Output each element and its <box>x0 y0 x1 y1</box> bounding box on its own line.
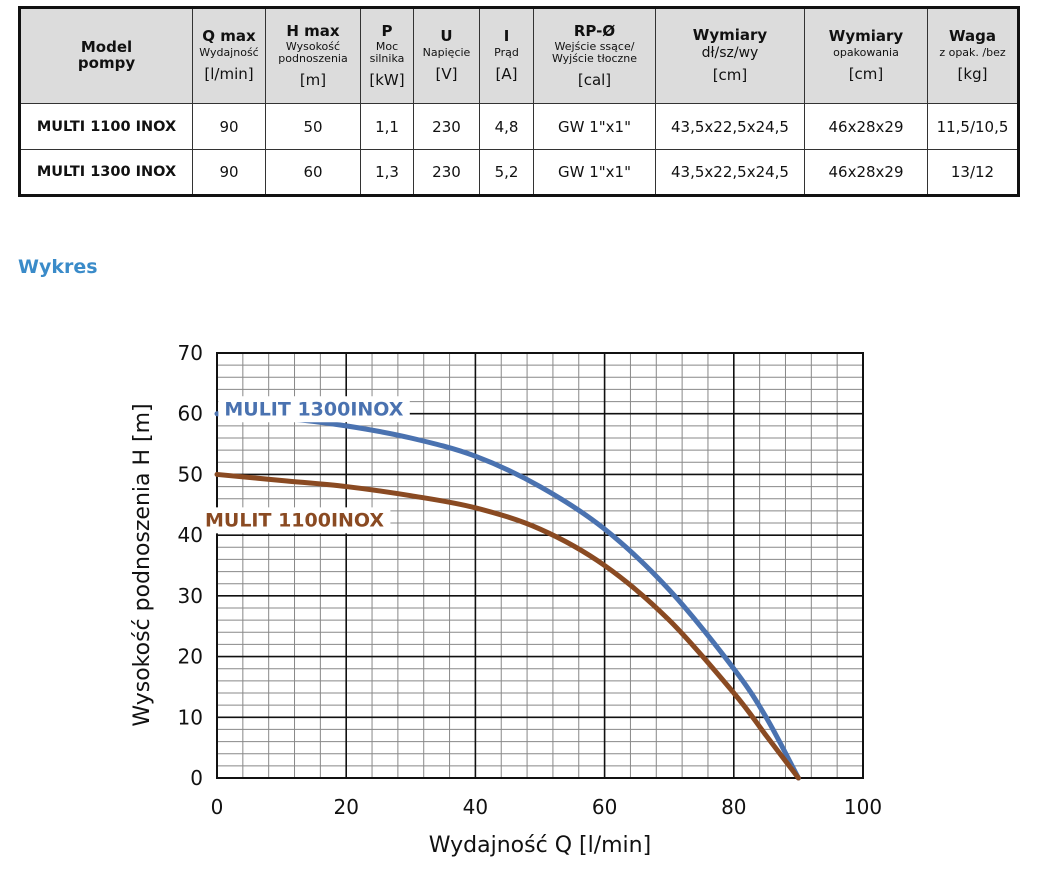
header-main: Q max <box>202 27 256 46</box>
y-tick-label: 0 <box>190 766 203 790</box>
x-tick-label: 20 <box>333 795 358 819</box>
header-qmax: Q max Wydajność [l/min] <box>192 7 266 104</box>
header-main: H max <box>286 21 340 40</box>
header-sub: dł/sz/wy <box>701 44 759 61</box>
series-label-group: MULIT 1100INOX <box>198 507 391 534</box>
minor-grid <box>217 353 863 778</box>
series-line-2 <box>214 471 801 781</box>
header-unit: [l/min] <box>204 64 254 83</box>
x-tick-label: 80 <box>721 795 746 819</box>
header-weight: Waga z opak. /bez [kg] <box>927 7 1019 104</box>
series-label-bg <box>218 396 410 423</box>
series-label: MULIT 1100INOX <box>205 509 384 531</box>
header-dimensions: Wymiary dł/sz/wy [cm] <box>655 7 805 104</box>
voltage-cell: 230 <box>413 149 480 196</box>
header-hmax: H max Wysokość podnoszenia [m] <box>265 7 361 104</box>
weight-cell: 13/12 <box>927 149 1019 196</box>
series-labels: MULIT 1300INOX MULIT 1100INOX <box>198 396 410 534</box>
table-row: MULTI 1100 INOX 90 50 1,1 230 4,8 GW 1"x… <box>19 103 1019 150</box>
series-label: MULIT 1300INOX <box>224 398 403 420</box>
header-main: P <box>381 21 393 40</box>
x-axis-title: Wydajność Q [l/min] <box>429 833 651 858</box>
package-cell: 46x28x29 <box>804 103 928 150</box>
header-sub: Wejście ssące/ Wyjście tłoczne <box>551 40 638 65</box>
header-model-label: Model pompy <box>77 38 136 72</box>
tick-labels: 0 20 40 60 80 100 0 10 20 30 40 50 60 70 <box>178 341 883 819</box>
hmax-cell: 60 <box>265 149 361 196</box>
header-unit: [m] <box>299 70 327 89</box>
header-sub: Prąd <box>494 46 519 60</box>
x-tick-label: 60 <box>592 795 617 819</box>
table-header-row: Model pompy Q max Wydajność [l/min] H max W… <box>19 7 1019 104</box>
series-label-bg <box>198 507 391 534</box>
series-label-group: MULIT 1300INOX <box>218 396 410 423</box>
header-unit: [A] <box>495 64 518 83</box>
header-sub: z opak. /bez <box>939 46 1006 60</box>
header-sub: Napięcie <box>422 46 471 60</box>
header-unit: [kW] <box>369 70 405 89</box>
header-main: Wymiary <box>692 25 768 44</box>
x-tick-label: 100 <box>844 795 882 819</box>
y-tick-label: 70 <box>178 341 203 365</box>
header-voltage: U Napięcie [V] <box>413 7 480 104</box>
series-line-1 <box>214 411 801 781</box>
header-unit: [cal] <box>577 70 612 89</box>
header-sub: Wysokość podnoszenia <box>278 40 348 65</box>
header-main: Waga <box>949 27 996 46</box>
rp-cell: GW 1"x1" <box>533 149 656 196</box>
dimensions-cell: 43,5x22,5x24,5 <box>655 103 805 150</box>
y-tick-label: 60 <box>178 402 203 426</box>
current-cell: 4,8 <box>479 103 534 150</box>
header-package: Wymiary opakowania [cm] <box>804 7 928 104</box>
header-sub: Wydajność <box>199 46 259 60</box>
header-unit: [cm] <box>848 64 884 83</box>
header-current: I Prąd [A] <box>479 7 534 104</box>
y-axis-title: Wysokość podnoszenia H [m] <box>130 403 155 726</box>
major-grid <box>216 352 864 779</box>
package-cell: 46x28x29 <box>804 149 928 196</box>
x-tick-label: 0 <box>211 795 224 819</box>
header-unit: [V] <box>435 64 458 83</box>
y-tick-label: 40 <box>178 523 203 547</box>
header-main: U <box>440 27 453 46</box>
plot-frame <box>216 352 864 779</box>
table-row: MULTI 1300 INOX 90 60 1,3 230 5,2 GW 1"x… <box>19 149 1019 196</box>
x-tick-label: 40 <box>463 795 488 819</box>
qmax-cell: 90 <box>192 149 266 196</box>
qmax-cell: 90 <box>192 103 266 150</box>
header-main: Wymiary <box>828 27 904 46</box>
y-tick-label: 50 <box>178 462 203 486</box>
voltage-cell: 230 <box>413 103 480 150</box>
y-tick-label: 10 <box>178 705 203 729</box>
model-cell: MULTI 1100 INOX <box>19 103 193 150</box>
y-tick-label: 30 <box>178 584 203 608</box>
current-cell: 5,2 <box>479 149 534 196</box>
series-layer <box>214 411 801 781</box>
header-unit: [kg] <box>957 64 988 83</box>
weight-cell: 11,5/10,5 <box>927 103 1019 150</box>
model-cell: MULTI 1300 INOX <box>19 149 193 196</box>
header-main: I <box>503 27 510 46</box>
header-sub: opakowania <box>833 46 899 60</box>
header-unit: [cm] <box>712 66 748 85</box>
power-cell: 1,3 <box>360 149 414 196</box>
header-rp: RP-Ø Wejście ssące/ Wyjście tłoczne [cal] <box>533 7 656 104</box>
header-sub: Moc silnika <box>369 40 405 65</box>
y-tick-label: 20 <box>178 645 203 669</box>
header-main: RP-Ø <box>573 21 616 40</box>
spec-table: Model pompy Q max Wydajność [l/min] H max W… <box>18 6 1020 197</box>
section-title: Wykres <box>18 256 98 278</box>
